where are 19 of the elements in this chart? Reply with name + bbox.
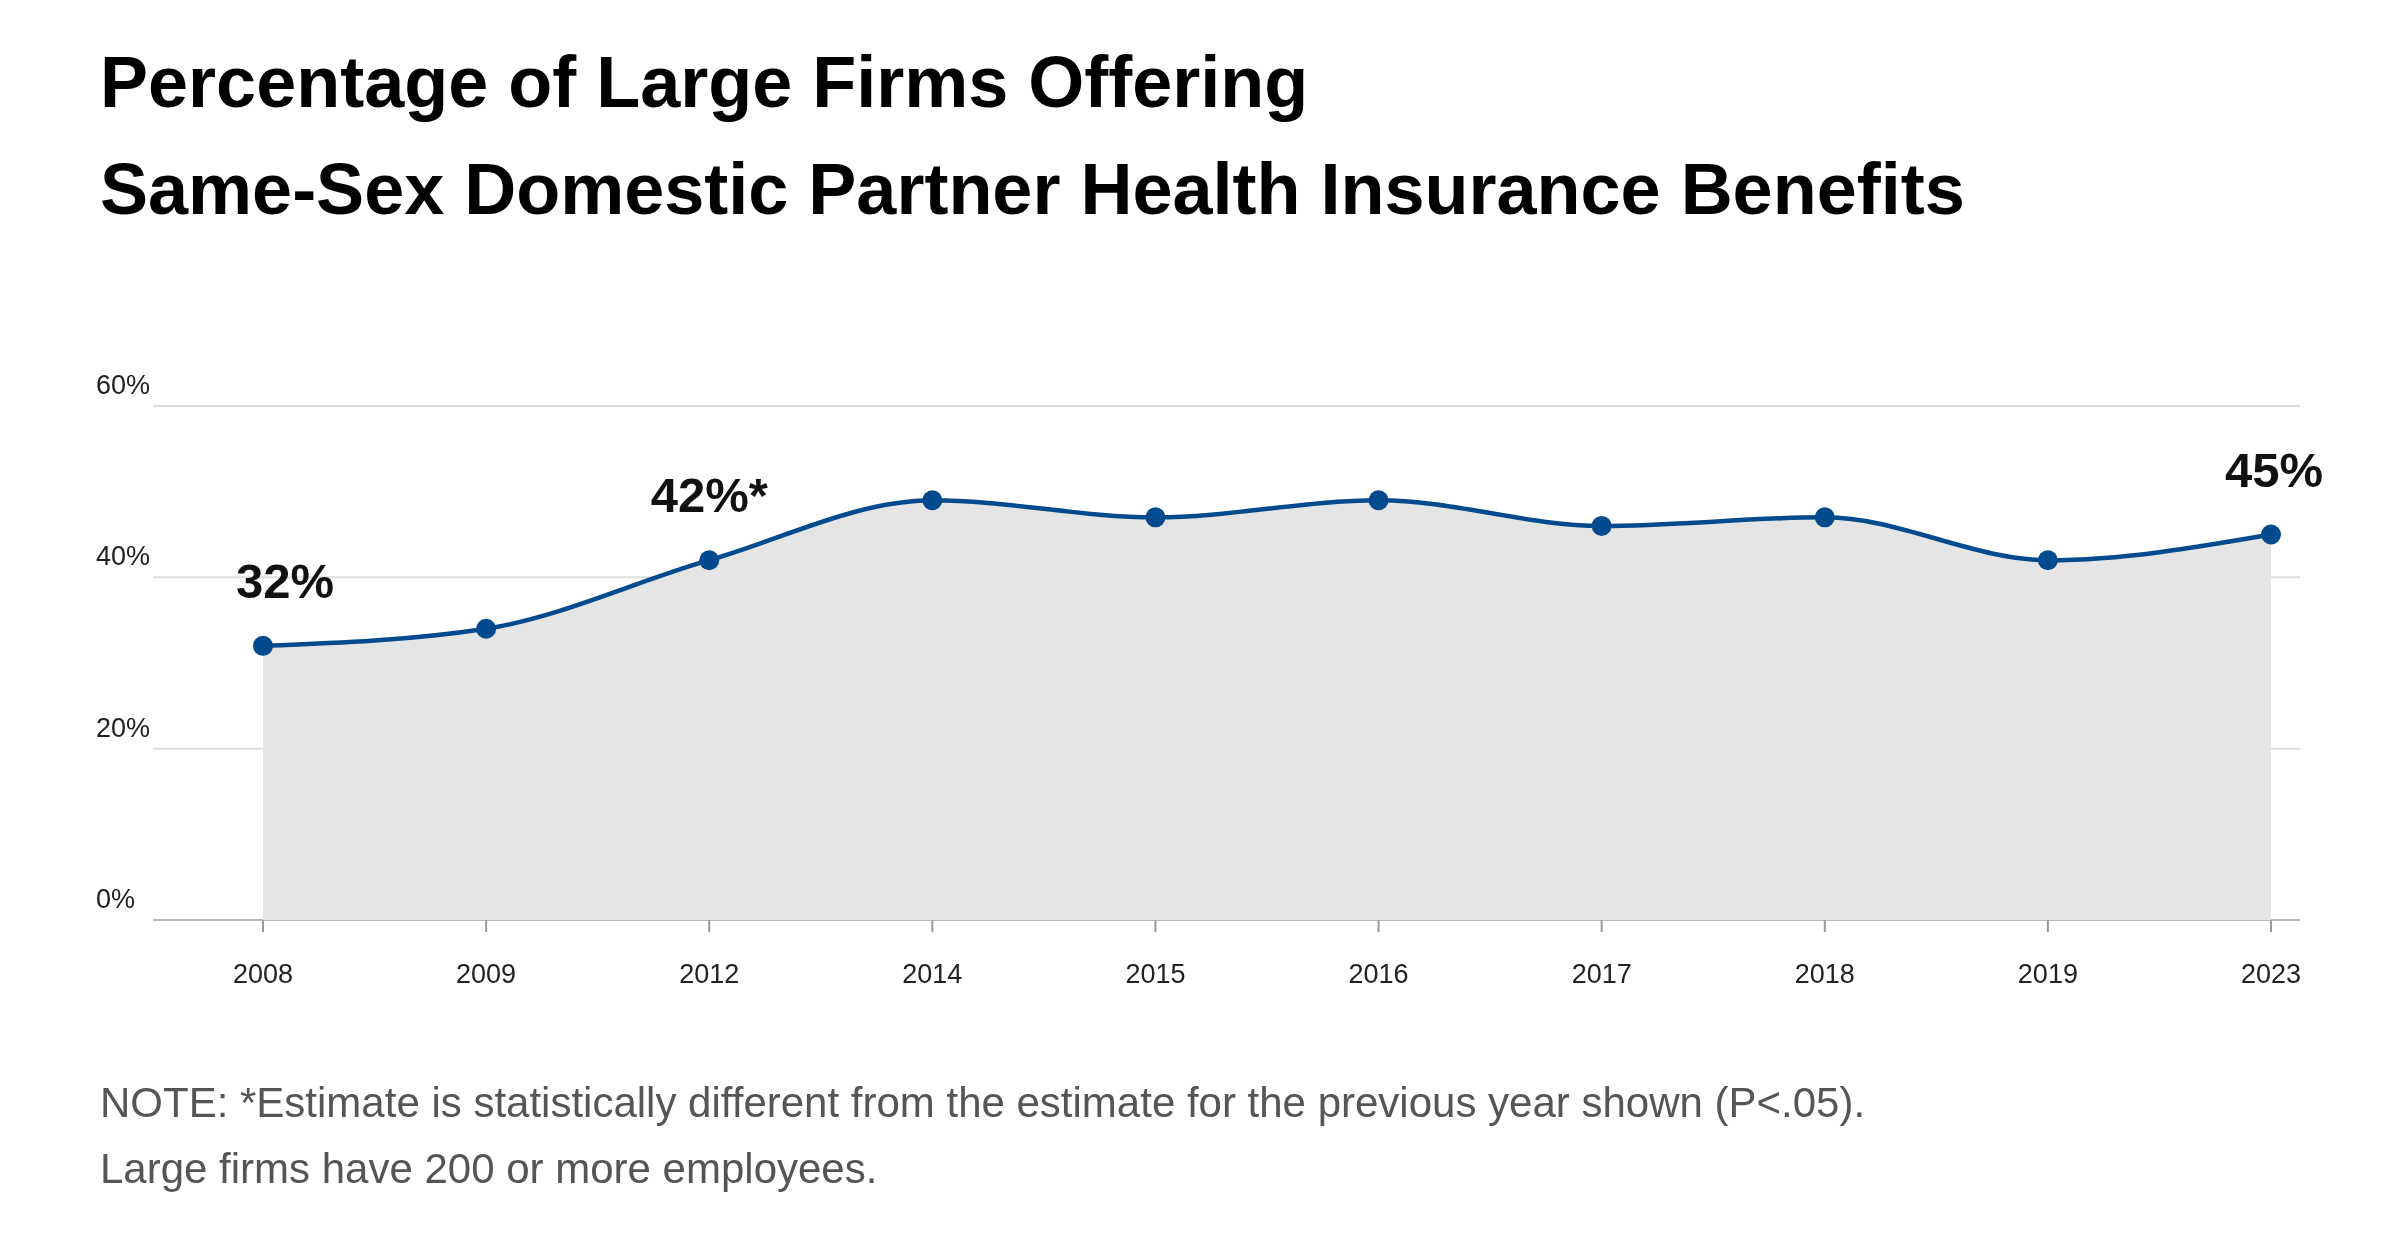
x-tick-label: 2019 — [2017, 959, 2078, 989]
x-tick-label: 2009 — [456, 959, 517, 989]
x-tick-label: 2012 — [679, 959, 740, 989]
y-tick-label: 20% — [96, 712, 151, 743]
x-tick-label: 2008 — [232, 959, 294, 989]
x-tick-label: 2023 — [2240, 959, 2302, 989]
chart-title: Percentage of Large Firms Offering Same-Sex Domestic Partner Health Insurance Benefits — [100, 42, 1965, 229]
data-label: 42%* — [650, 468, 769, 523]
y-tick-label: 60% — [96, 370, 151, 400]
text: NOTE: *Estimate is statistically different from the estimate for the previous year shown (P<.05). Large firms have 200 or more employees. — [100, 1079, 1866, 1192]
data-label: 32% — [235, 553, 335, 608]
y-tick-label: 0% — [96, 884, 136, 914]
y-tick-label: 40% — [96, 541, 151, 572]
x-tick-label: 2017 — [1571, 959, 1632, 989]
x-tick-label: 2014 — [902, 959, 963, 989]
x-tick-label: 2015 — [1125, 959, 1186, 989]
x-tick-label: 2016 — [1348, 959, 1409, 989]
data-label: 45% — [2224, 442, 2324, 497]
x-tick-label: 2018 — [1794, 959, 1855, 989]
